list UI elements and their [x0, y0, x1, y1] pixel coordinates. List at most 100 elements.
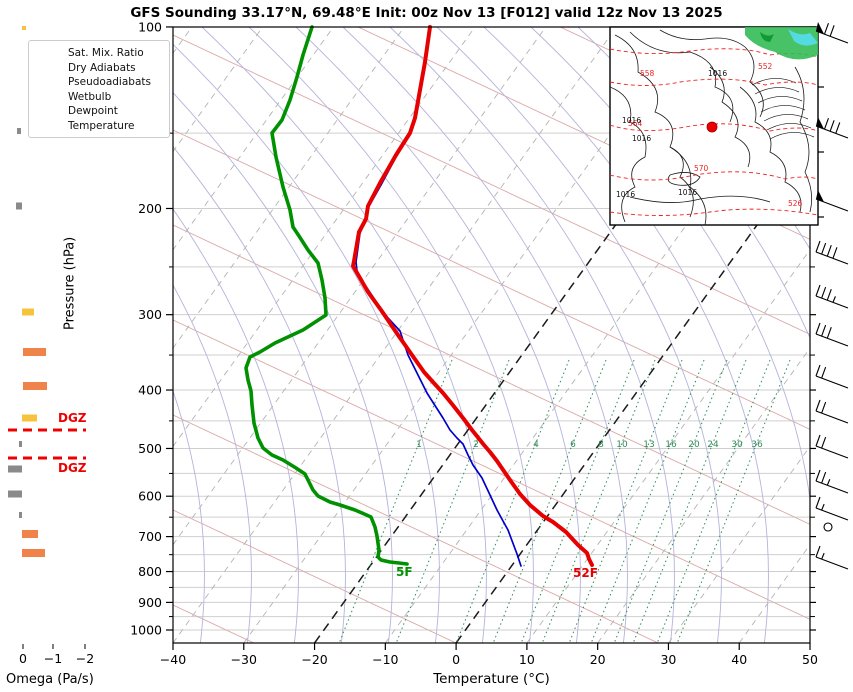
- legend-item-label: Temperature: [68, 119, 135, 132]
- map-value-label: 526: [788, 199, 803, 208]
- pseudoadiabat-line: [173, 208, 299, 643]
- temperature-tick-label: −40: [160, 652, 186, 667]
- map-thickness-line: [610, 171, 818, 181]
- dry-adiabat-line: [173, 34, 810, 335]
- wind-barb: [815, 190, 849, 212]
- wind-barb-staff: [815, 198, 849, 212]
- wind-barb-full-tick: [815, 545, 821, 558]
- pseudoadiabat-line: [342, 27, 628, 643]
- omega-bar: [16, 202, 22, 210]
- map-value-label: 570: [694, 164, 709, 173]
- mixing-ratio-line: [492, 359, 607, 643]
- map-contour-line: [614, 34, 694, 218]
- isotherm-line: [173, 27, 617, 643]
- pressure-tick-label: 400: [138, 383, 162, 398]
- map-contour-line: [629, 195, 771, 203]
- temperature-tick-label: −20: [301, 652, 327, 667]
- map-thickness-line: [610, 78, 818, 86]
- omega-bar: [8, 465, 22, 473]
- wind-barb-full-tick: [815, 469, 821, 482]
- map-contour-line: [794, 66, 813, 213]
- pseudoadiabat-line: [436, 27, 722, 643]
- omega-bar: [23, 348, 46, 356]
- map-contour-line: [760, 105, 806, 113]
- pseudoadiabat-line: [389, 27, 675, 643]
- temperature-tick-label: 10: [519, 652, 535, 667]
- pressure-tick-label: 300: [138, 307, 162, 322]
- map-contour-line: [769, 132, 815, 140]
- pressure-axis-label: Pressure (hPa): [62, 236, 78, 330]
- legend-item-label: Wetbulb: [68, 90, 112, 103]
- pseudoadiabat-line: [173, 43, 440, 643]
- mixing-ratio-label: 10: [616, 440, 628, 450]
- surface-dewpoint-label: 5F: [396, 565, 413, 579]
- legend-item-wetbulb: Wetbulb: [35, 90, 163, 105]
- pressure-tick-label: 900: [138, 595, 162, 610]
- wind-barb: [823, 522, 833, 532]
- temperature-tick-label: 30: [660, 652, 676, 667]
- pseudoadiabat-line: [173, 92, 393, 643]
- pseudoadiabat-line: [173, 390, 205, 643]
- mixing-ratio-label: 24: [707, 440, 719, 450]
- pressure-tick-label: 100: [138, 19, 162, 34]
- temperature-tick-label: 50: [802, 652, 818, 667]
- map-contour-line: [659, 29, 764, 118]
- mixing-ratio-line: [455, 359, 570, 643]
- isotherm-highlight-line: [455, 150, 810, 643]
- wind-barb-staff: [815, 333, 849, 347]
- isotherm-line: [597, 347, 810, 643]
- wind-barb-full-tick: [821, 366, 827, 379]
- wind-barb: [815, 364, 849, 389]
- map-contour-line: [754, 87, 800, 95]
- map-location-marker: [706, 121, 718, 133]
- isotherm-line: [173, 27, 263, 153]
- mixing-ratio-line: [541, 359, 656, 643]
- wind-barb-pennant: [816, 22, 824, 34]
- pseudoadiabat-line: [483, 27, 769, 643]
- mixing-ratio-label: 1: [416, 440, 422, 450]
- map-value-label: 552: [758, 62, 773, 71]
- wind-barb-staff: [815, 375, 849, 389]
- wind-barb-full-tick: [815, 284, 821, 297]
- wind-barb-full-tick: [815, 496, 821, 509]
- wind-barb-staff: [815, 480, 849, 494]
- wind-barb-full-tick: [826, 327, 832, 339]
- wind-barb: [815, 545, 849, 570]
- map-value-label: 1016: [708, 69, 727, 78]
- map-contour-line: [739, 86, 802, 213]
- wind-barb-full-tick: [829, 120, 835, 132]
- temperature-tick-label: −30: [231, 652, 257, 667]
- temperature-tick-label: 0: [452, 652, 460, 667]
- dgz-upper-label: DGZ: [58, 411, 87, 425]
- plot-frame: [172, 26, 811, 644]
- pseudoadiabat-line: [295, 27, 581, 643]
- wind-barb: [815, 322, 849, 347]
- wind-barb: [815, 434, 849, 459]
- wind-barb-staff: [815, 507, 849, 521]
- wind-barb: [815, 496, 849, 521]
- map-thickness-line: [610, 208, 818, 216]
- legend-item-label: Sat. Mix. Ratio: [68, 47, 144, 60]
- map-precip-cyan-area: [788, 29, 818, 46]
- wind-barb-full-tick: [835, 122, 841, 134]
- wind-barb-pennant: [816, 117, 824, 129]
- wind-barb-full-tick: [815, 322, 821, 335]
- dry-adiabat-line: [173, 129, 810, 430]
- wind-barb-full-tick: [821, 401, 827, 414]
- pressure-tick-label: 1000: [130, 623, 162, 638]
- mixing-ratio-line: [656, 359, 771, 643]
- mixing-ratio-label: 30: [731, 440, 743, 450]
- mixing-ratio-line: [590, 359, 705, 643]
- wind-barb-full-tick: [821, 242, 827, 255]
- wind-barb-half-tick: [821, 503, 825, 511]
- temperature-tick-label: 40: [731, 652, 747, 667]
- dry-adiabat-line: [173, 414, 660, 643]
- dgz-lower-label: DGZ: [58, 461, 87, 475]
- map-contour-line: [667, 172, 701, 186]
- isotherm-line: [173, 27, 547, 546]
- legend-item-label: Pseudoadiabats: [68, 76, 151, 89]
- omega-bar: [19, 441, 22, 447]
- pressure-tick-label: 500: [138, 441, 162, 456]
- wind-barb-full-tick: [821, 286, 827, 299]
